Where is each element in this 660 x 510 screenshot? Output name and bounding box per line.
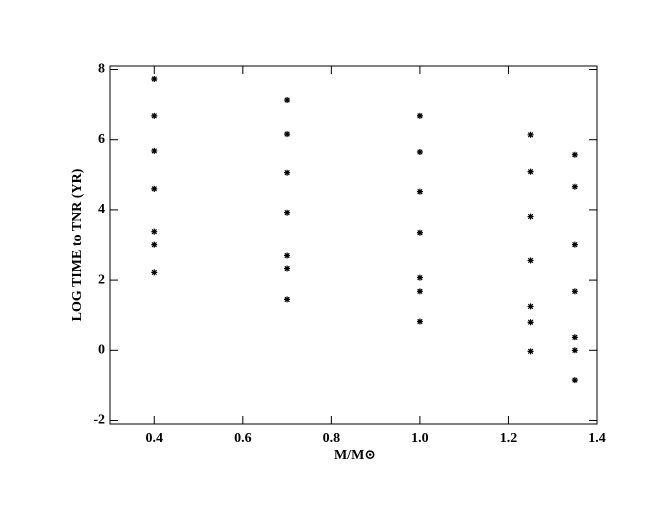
data-point xyxy=(151,269,158,276)
data-point xyxy=(284,97,291,104)
data-point xyxy=(527,257,534,264)
data-point xyxy=(527,131,534,138)
data-point xyxy=(284,296,291,303)
x-axis-label: M/M⊙ xyxy=(334,448,376,463)
data-point xyxy=(527,303,534,310)
data-point xyxy=(571,334,578,341)
x-tick-label: 1.4 xyxy=(588,431,606,446)
y-tick-label: 8 xyxy=(98,62,105,77)
y-tick-label: 4 xyxy=(98,202,105,217)
data-point xyxy=(284,265,291,272)
data-point xyxy=(284,252,291,259)
data-point xyxy=(416,148,423,155)
data-point xyxy=(527,348,534,355)
data-point xyxy=(416,188,423,195)
data-point xyxy=(151,241,158,248)
data-point xyxy=(527,213,534,220)
plot-frame xyxy=(109,65,598,425)
data-point xyxy=(527,168,534,175)
data-point xyxy=(571,241,578,248)
data-point xyxy=(416,274,423,281)
y-tick-label: 2 xyxy=(98,272,105,287)
data-point xyxy=(571,183,578,190)
data-point xyxy=(151,147,158,154)
y-tick-label: 0 xyxy=(98,343,105,358)
y-tick-label: 6 xyxy=(98,132,105,147)
y-axis-label: LOG TIME to TNR (YR) xyxy=(70,168,85,321)
x-tick-label: 0.8 xyxy=(323,431,341,446)
data-point xyxy=(151,112,158,119)
y-tick-label: -2 xyxy=(93,413,105,428)
data-point xyxy=(284,131,291,138)
data-point xyxy=(571,288,578,295)
data-point xyxy=(284,169,291,176)
x-tick-label: 1.2 xyxy=(500,431,518,446)
data-point xyxy=(151,228,158,235)
data-point xyxy=(571,377,578,384)
x-tick-label: 1.0 xyxy=(411,431,429,446)
data-point xyxy=(527,319,534,326)
data-point xyxy=(151,185,158,192)
data-point xyxy=(416,288,423,295)
data-point xyxy=(571,347,578,354)
data-point xyxy=(571,151,578,158)
x-tick-label: 0.6 xyxy=(234,431,252,446)
data-point xyxy=(416,318,423,325)
x-tick-label: 0.4 xyxy=(146,431,164,446)
data-point xyxy=(284,209,291,216)
data-point xyxy=(151,75,158,82)
data-point xyxy=(416,112,423,119)
data-point xyxy=(416,229,423,236)
